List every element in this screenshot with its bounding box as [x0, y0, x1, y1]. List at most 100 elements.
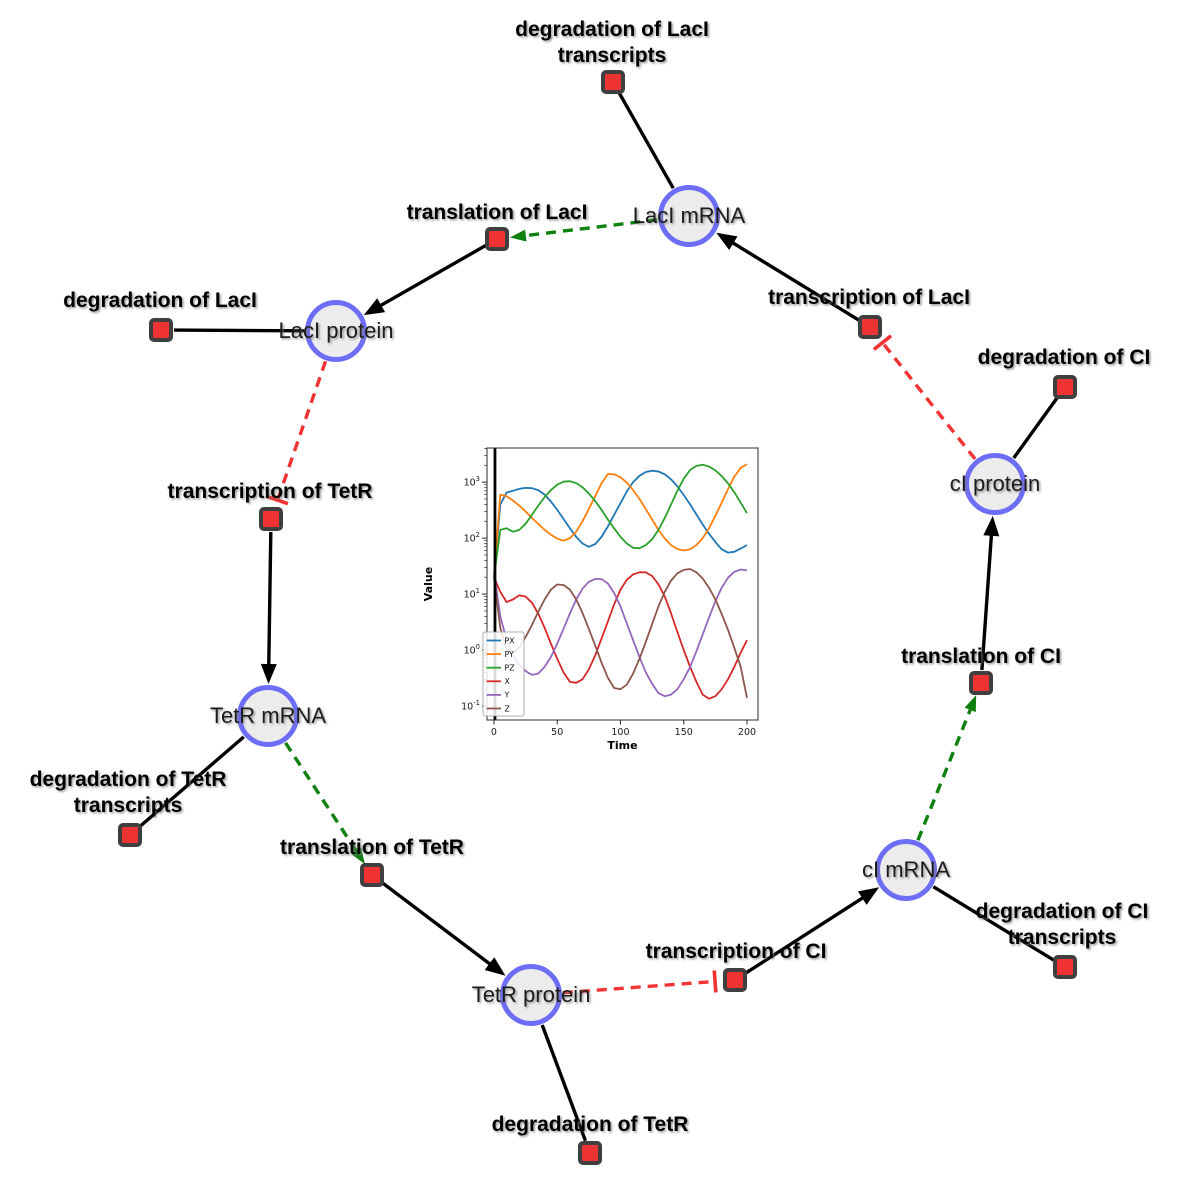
reaction-label-line: degradation of TetR	[29, 768, 227, 791]
series-line-Z	[493, 568, 748, 698]
species-label-tetR_protein: TetR protein	[471, 982, 591, 1007]
edge-lacI_protein-deg_lacI	[173, 328, 305, 333]
edge-lacI_mRNA-transl_lacI	[525, 218, 658, 238]
reaction-label-line: transcription of CI	[645, 940, 827, 963]
reaction-label-line: translation of TetR	[280, 836, 464, 859]
reaction-node-deg_lacI	[149, 318, 173, 342]
axes-frame	[486, 447, 759, 721]
reaction-label-line: transcripts	[73, 794, 183, 817]
arrowhead-icon	[716, 232, 738, 251]
species-node-lacI_protein	[305, 300, 367, 362]
edge-cI_mRNA-deg_cI_tx	[932, 885, 1055, 962]
y-tick-label: 103	[464, 475, 480, 489]
legend-label-PZ: PZ	[505, 664, 515, 673]
reaction-label-transl_cI: translation of CI	[901, 644, 1061, 670]
reaction-label-deg_tetR_tx: degradation of TetR transcripts	[30, 767, 227, 819]
edge-lacI_protein-txn_tetR	[275, 360, 328, 501]
reaction-label-deg_lacI_tx: degradation of LacI transcripts	[515, 17, 709, 69]
species-node-lacI_mRNA	[658, 185, 720, 247]
species-node-cI_protein	[964, 453, 1026, 515]
reaction-label-deg_cI: degradation of CI	[978, 345, 1151, 371]
species-label-cI_protein: cI protein	[949, 471, 1041, 496]
edge-txn_tetR-tetR_mRNA	[266, 531, 273, 674]
reaction-node-txn_cI	[723, 968, 747, 992]
modifier-arrowhead-icon	[509, 229, 527, 242]
reaction-label-line: translation of LacI	[406, 201, 588, 224]
species-label-lacI_protein: LacI protein	[278, 318, 394, 343]
species-label-lacI_mRNA: LacI mRNA	[632, 203, 746, 228]
species-node-tetR_mRNA	[237, 685, 299, 747]
x-tick-label: 0	[491, 727, 497, 738]
reaction-node-transl_lacI	[485, 227, 509, 251]
species-label-tetR_mRNA: TetR mRNA	[209, 703, 327, 728]
reaction-label-transl_tetR: translation of TetR	[280, 835, 464, 861]
edge-lacI_mRNA-deg_lacI_tx	[617, 92, 675, 190]
reaction-node-deg_lacI_tx	[601, 70, 625, 94]
series-line-PX	[493, 469, 748, 578]
edge-tetR_mRNA-deg_tetR_tx	[138, 735, 245, 828]
series-line-PY	[493, 463, 748, 578]
reaction-label-transl_lacI: translation of LacI	[407, 200, 588, 226]
x-tick-label: 50	[551, 727, 563, 738]
modifier-arrowhead-icon	[964, 695, 977, 713]
x-tick-label: 100	[611, 727, 629, 738]
reaction-label-txn_cI: transcription of CI	[646, 939, 827, 965]
edge-cI_protein-deg_cI	[1012, 396, 1059, 460]
reaction-node-txn_tetR	[259, 507, 283, 531]
inhibition-tee-icon	[872, 334, 893, 351]
reaction-label-line: transcription of LacI	[768, 286, 970, 309]
simulation-plot: 0 50 100 150 200 10-1 100 101 102 103 Time Value PX P…	[420, 432, 780, 762]
reaction-node-txn_lacI	[858, 315, 882, 339]
inhibition-tee-icon	[712, 970, 718, 993]
reaction-label-txn_lacI: transcription of LacI	[768, 285, 970, 311]
arrowhead-icon	[260, 663, 277, 685]
reaction-label-line: degradation of LacI	[63, 289, 257, 312]
reaction-node-deg_tetR	[578, 1141, 602, 1165]
edge-transl_tetR-tetR_protein	[381, 881, 498, 971]
reaction-node-deg_cI_tx	[1053, 955, 1077, 979]
inhibition-tee-icon	[266, 494, 289, 506]
species-node-cI_mRNA	[875, 839, 937, 901]
y-tick-label: 101	[464, 587, 480, 601]
y-tick-label: 10-1	[461, 699, 480, 713]
reaction-label-deg_lacI: degradation of LacI	[63, 288, 257, 314]
reaction-label-line: transcription of TetR	[167, 480, 373, 503]
legend-label-PX: PX	[505, 636, 516, 645]
edge-txn_lacI-lacI_mRNA	[724, 237, 860, 322]
reaction-label-line: transcripts	[557, 44, 667, 67]
edge-txn_cI-cI_mRNA	[745, 891, 871, 975]
x-axis-label: Time	[607, 739, 637, 752]
series-line-PZ	[493, 463, 748, 578]
reaction-node-transl_cI	[969, 671, 993, 695]
reaction-label-line: degradation of CI	[977, 346, 1151, 369]
legend-box	[482, 631, 525, 717]
reaction-node-deg_cI	[1053, 375, 1077, 399]
species-node-tetR_protein	[500, 964, 562, 1026]
legend-label-Y: Y	[504, 691, 510, 700]
legend-label-PY: PY	[505, 650, 515, 659]
y-tick-label: 100	[464, 643, 480, 657]
legend-label-Z: Z	[505, 704, 510, 713]
species-label-cI_mRNA: cI mRNA	[862, 857, 950, 882]
edge-tetR_protein-txn_cI	[562, 979, 716, 995]
x-tick-label: 200	[738, 727, 756, 738]
modifier-arrowhead-icon	[351, 847, 365, 865]
arrowhead-icon	[363, 298, 386, 316]
legend-label-X: X	[505, 677, 511, 686]
edge-transl_cI-cI_protein	[980, 526, 994, 671]
reaction-label-line: transcripts	[1007, 926, 1117, 949]
edge-cI_protein-txn_lacI	[881, 341, 977, 461]
reaction-node-deg_tetR_tx	[118, 823, 142, 847]
reaction-label-line: degradation of TetR	[491, 1113, 689, 1136]
reaction-label-line: degradation of LacI	[515, 18, 709, 41]
y-axis-label: Value	[422, 567, 435, 601]
reaction-label-line: degradation of CI	[975, 900, 1149, 923]
edge-cI_mRNA-transl_cI	[916, 709, 972, 841]
y-tick-label: 102	[464, 531, 480, 545]
series-line-X	[493, 571, 748, 700]
arrowhead-icon	[983, 515, 1000, 537]
edge-tetR_mRNA-transl_tetR	[284, 741, 358, 852]
reaction-label-line: translation of CI	[901, 645, 1061, 668]
reaction-label-txn_tetR: transcription of TetR	[168, 479, 373, 505]
